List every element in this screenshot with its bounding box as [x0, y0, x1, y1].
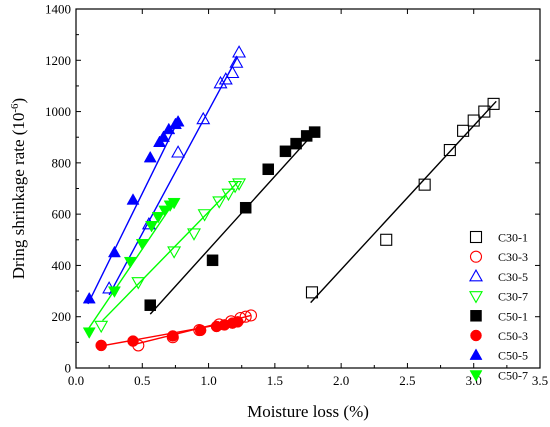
legend-marker-c50-3	[470, 329, 482, 342]
y-axis-title: Dring shrinkage rate (10-6)	[9, 98, 28, 279]
data-point-c30-1	[478, 105, 491, 118]
legend-marker-c50-1	[470, 310, 482, 322]
y-tick-label: 1000	[45, 104, 71, 119]
y-tick-label: 0	[65, 361, 72, 376]
data-point-c50-1	[144, 299, 156, 311]
data-point-c50-7	[158, 205, 172, 218]
data-point-c50-5	[143, 150, 157, 163]
data-point-c50-5	[157, 130, 170, 142]
data-point-c50-3	[231, 316, 244, 328]
data-point-c30-7	[232, 178, 247, 191]
data-point-c50-1	[308, 126, 321, 138]
x-tick-label: 1.5	[267, 373, 283, 388]
data-point-c50-1	[279, 145, 292, 158]
y-axis: 0 200 400 600 800 1000 1200 1400	[45, 2, 540, 376]
data-points	[82, 45, 500, 352]
legend-marker-c30-1	[469, 230, 483, 244]
x-axis: 0.0 0.5 1.0 1.5 2.0 2.5 3.0 3.5	[68, 9, 548, 388]
data-point-c50-5	[107, 245, 121, 258]
x-tick-label: 2.0	[333, 373, 349, 388]
fit-line-c30-5	[108, 56, 239, 296]
data-point-c50-3	[194, 324, 207, 337]
data-point-c30-5	[225, 65, 240, 79]
legend-marker-c30-5	[469, 268, 483, 282]
x-tick-label: 3.5	[532, 373, 548, 388]
legend-label-c30-3: C30-3	[498, 250, 528, 264]
data-point-c30-5	[213, 75, 228, 89]
legend-label-c30-5: C30-5	[498, 270, 528, 284]
data-point-c50-3	[95, 339, 107, 352]
legend-marker-c50-5	[469, 348, 483, 360]
data-point-c30-5	[171, 145, 186, 158]
data-point-c30-7	[167, 246, 182, 259]
y-tick-label: 600	[52, 207, 72, 222]
legend-marker-c30-7	[469, 291, 483, 304]
y-tick-label: 1400	[45, 2, 71, 17]
data-point-c30-7	[221, 188, 236, 202]
data-point-c30-1	[380, 233, 393, 246]
data-point-c50-5	[82, 291, 96, 304]
x-tick-label: 2.5	[399, 373, 415, 388]
data-point-c50-7	[135, 238, 149, 251]
data-point-c50-1	[239, 201, 252, 214]
data-point-c30-5	[232, 45, 247, 58]
legend-label-c30-1: C30-1	[498, 231, 528, 245]
legend-label-c50-7: C50-7	[498, 368, 528, 382]
fit-line-c30-1	[310, 100, 497, 304]
data-point-c30-1	[487, 97, 500, 110]
data-point-c50-5	[171, 114, 185, 127]
y-tick-label: 400	[52, 258, 72, 273]
data-point-c30-7	[94, 320, 109, 334]
data-point-c30-7	[131, 277, 146, 290]
fit-line-c50-1	[149, 130, 317, 315]
data-point-c30-3	[244, 309, 258, 322]
y-axis-title-exponent: -6	[9, 103, 21, 113]
legend-marker-c50-7	[469, 370, 483, 382]
legend-marker-c30-3	[469, 250, 483, 263]
data-point-c50-5	[126, 193, 140, 205]
x-axis-title: Moisture loss (%)	[247, 402, 369, 421]
data-point-c30-1	[443, 143, 456, 157]
y-tick-label: 1200	[45, 53, 71, 68]
y-tick-label: 800	[52, 155, 72, 170]
data-point-c30-5	[229, 55, 244, 68]
data-point-c50-7	[145, 221, 159, 233]
legend-label-c30-7: C30-7	[498, 290, 528, 304]
fit-line-c50-5	[87, 117, 181, 305]
data-point-c30-1	[457, 124, 470, 137]
data-point-c30-1	[418, 178, 431, 191]
data-point-c30-5	[218, 72, 233, 85]
y-tick-label: 200	[52, 309, 72, 324]
data-point-c50-1	[290, 137, 302, 150]
data-point-c30-1	[467, 114, 480, 127]
data-point-c30-7	[212, 196, 227, 209]
y-axis-title-main: Dring shrinkage rate (10	[9, 113, 28, 280]
data-point-c50-7	[123, 256, 137, 269]
legend-label-c50-1: C50-1	[498, 309, 528, 323]
data-point-c30-7	[186, 228, 201, 241]
x-tick-label: 1.0	[200, 373, 216, 388]
data-point-c30-5	[196, 111, 211, 125]
y-axis-title-close: )	[9, 98, 28, 104]
data-point-c50-1	[206, 254, 219, 267]
data-point-c50-7	[151, 212, 165, 224]
data-point-c50-1	[262, 163, 274, 176]
data-point-c50-7	[107, 286, 121, 298]
legend: C30-1 C30-3 C30-5 C30-7 C50-1 C50-3 C50-5 C50-7	[469, 230, 528, 382]
data-point-c50-7	[82, 327, 96, 339]
data-point-c50-7	[167, 197, 181, 210]
x-tick-label: 0.0	[68, 373, 84, 388]
data-point-c30-1	[305, 286, 319, 299]
data-point-c50-3	[167, 330, 179, 342]
legend-label-c50-3: C50-3	[498, 329, 528, 343]
legend-label-c50-5: C50-5	[498, 349, 528, 363]
data-point-c50-3	[127, 335, 139, 347]
data-point-c30-7	[197, 209, 212, 222]
x-tick-label: 0.5	[134, 373, 150, 388]
